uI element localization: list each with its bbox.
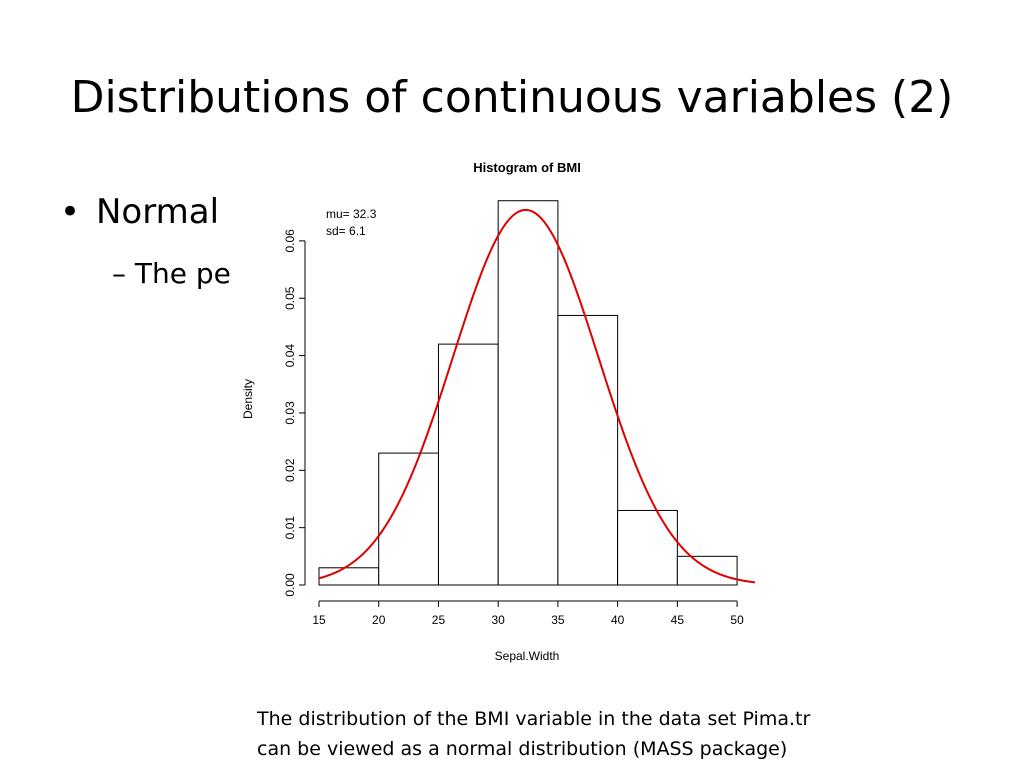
bars-layer — [318, 200, 738, 586]
x-tick-label-7: 50 — [730, 613, 744, 627]
y-tick-label-3: 0.03 — [283, 401, 297, 425]
sub-bullet-text: The pe — [134, 257, 231, 290]
chart-title: Histogram of BMI — [473, 160, 581, 175]
histogram-svg: Histogram of BMI Sepal.Width Density mu=… — [241, 160, 756, 663]
sub-bullet-item: – The pe — [112, 255, 231, 293]
x-tick-label-1: 20 — [372, 613, 386, 627]
x-tick-label-6: 45 — [671, 613, 685, 627]
y-tick-label-6: 0.06 — [283, 229, 297, 253]
axes-layer: 15 20 25 30 35 40 45 50 0.00 0.01 0.02 0.03 0.04 0.05… — [283, 229, 744, 627]
histogram-bar-2 — [437, 343, 499, 586]
y-tick-label-1: 0.01 — [283, 516, 297, 540]
bullet-item: • Normal — [60, 190, 219, 234]
histogram-chart: Histogram of BMI Sepal.Width Density mu=… — [238, 150, 778, 670]
annotation-sd: sd= 6.1 — [326, 224, 366, 238]
histogram-bar-5 — [617, 509, 678, 586]
x-axis-label: Sepal.Width — [495, 649, 560, 663]
caption-line-2: can be viewed as a normal distribution (… — [257, 738, 788, 760]
y-tick-label-4: 0.04 — [283, 344, 297, 368]
annotation-mu: mu= 32.3 — [326, 207, 377, 221]
x-tick-label-0: 15 — [312, 613, 326, 627]
y-tick-label-2: 0.02 — [283, 458, 297, 482]
x-tick-label-3: 30 — [491, 613, 505, 627]
slide-title: Distributions of continuous variables (2… — [70, 72, 954, 123]
bullet-text: Normal — [96, 192, 220, 232]
x-tick-label-2: 25 — [432, 613, 446, 627]
histogram-bar-4 — [557, 314, 619, 586]
normal-density-curve — [318, 208, 756, 584]
histogram-bar-6 — [676, 555, 738, 586]
y-tick-label-5: 0.05 — [283, 286, 297, 310]
figure-caption: The distribution of the BMI variable in … — [257, 704, 957, 764]
bullet-marker: • — [60, 192, 81, 232]
y-axis-label: Density — [241, 379, 255, 419]
histogram-bar-1 — [378, 452, 439, 586]
histogram-bar-3 — [497, 200, 559, 586]
y-tick-label-0: 0.00 — [283, 573, 297, 597]
caption-line-1: The distribution of the BMI variable in … — [257, 708, 811, 730]
x-tick-label-5: 40 — [611, 613, 625, 627]
sub-bullet-marker: – — [112, 257, 126, 290]
x-tick-label-4: 35 — [551, 613, 565, 627]
